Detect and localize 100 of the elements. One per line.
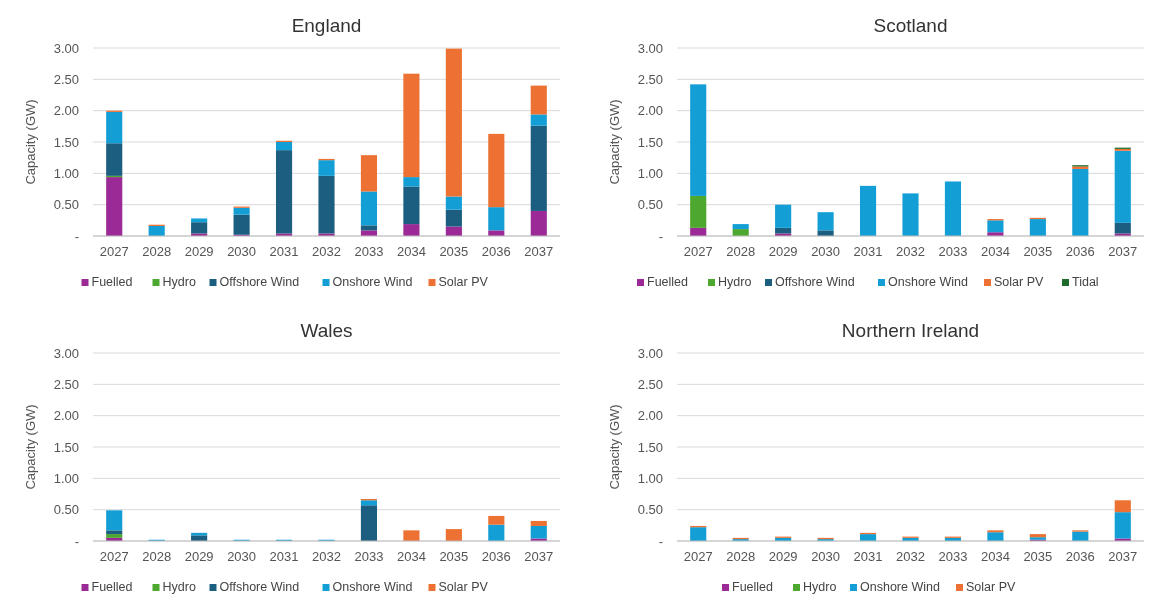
x-tick-label: 2036 (1065, 244, 1095, 259)
y-tick-label: - (658, 533, 663, 549)
chart-title: Scotland (873, 15, 948, 36)
x-tick-label: 2032 (312, 244, 341, 259)
x-tick-label: 2032 (312, 549, 341, 564)
x-tick-label: 2031 (853, 244, 883, 259)
x-tick-label: 2030 (811, 549, 841, 564)
y-tick-label: 2.00 (637, 408, 663, 424)
chart-title: Wales (300, 320, 353, 341)
legend-label: Solar PV (966, 580, 1016, 594)
x-tick-label: 2028 (142, 244, 172, 259)
y-tick-label: 2.00 (53, 103, 79, 119)
chart-title: Northern Ireland (841, 320, 980, 341)
y-tick-label: 2.50 (53, 376, 79, 392)
legend-label: Solar PV (994, 275, 1044, 289)
legend-label: Hydro (803, 580, 837, 594)
y-tick-label: 1.00 (53, 470, 79, 486)
legend-label: Tidal (1072, 275, 1099, 289)
x-tick-label: 2030 (811, 244, 841, 259)
x-tick-label: 2027 (683, 244, 713, 259)
y-tick-label: 0.50 (53, 197, 79, 213)
y-tick-label: 1.50 (637, 439, 663, 455)
y-tick-label: 2.00 (53, 408, 79, 424)
y-axis-title: Capacity (GW) (23, 404, 38, 490)
x-tick-label: 2030 (227, 549, 257, 564)
chart-title: England (291, 15, 362, 36)
x-tick-label: 2035 (1023, 244, 1053, 259)
legend-label: Offshore Wind (219, 580, 300, 594)
y-axis-title: Capacity (GW) (23, 99, 38, 185)
legend-label: Fuelled (732, 580, 774, 594)
legend-label: Onshore Wind (860, 580, 940, 594)
legend-label: Fuelled (647, 275, 689, 289)
x-tick-label: 2035 (1023, 549, 1053, 564)
legend-label: Hydro (718, 275, 752, 289)
y-tick-label: - (74, 533, 79, 549)
legend-label: Solar PV (438, 580, 489, 594)
x-tick-label: 2031 (853, 549, 883, 564)
x-tick-label: 2032 (896, 244, 925, 259)
y-tick-label: 1.50 (53, 439, 79, 455)
legend-label: Onshore Wind (888, 275, 968, 289)
y-tick-label: - (74, 228, 79, 244)
y-tick-label: 2.50 (53, 71, 79, 87)
y-tick-label: 1.00 (53, 165, 79, 181)
y-tick-label: 2.50 (637, 376, 663, 392)
y-axis-title: Capacity (GW) (607, 99, 622, 185)
x-tick-label: 2028 (726, 549, 756, 564)
y-tick-label: 0.50 (637, 502, 663, 518)
x-tick-label: 2028 (142, 549, 172, 564)
x-tick-label: 2037 (1108, 244, 1138, 259)
x-tick-label: 2033 (938, 549, 968, 564)
x-tick-label: 2037 (1108, 549, 1138, 564)
x-tick-label: 2027 (683, 549, 713, 564)
x-tick-label: 2029 (184, 549, 214, 564)
x-tick-label: 2036 (1065, 549, 1095, 564)
y-tick-label: - (658, 228, 663, 244)
x-tick-label: 2035 (439, 244, 469, 259)
y-tick-label: 3.00 (637, 345, 663, 361)
y-tick-label: 2.50 (637, 71, 663, 87)
x-tick-label: 2033 (354, 244, 384, 259)
y-tick-label: 2.00 (637, 103, 663, 119)
legend-label: Fuelled (91, 275, 133, 289)
legend-label: Fuelled (91, 580, 133, 594)
y-tick-label: 3.00 (53, 40, 79, 56)
legend-label: Offshore Wind (775, 275, 855, 289)
y-tick-label: 1.00 (637, 165, 663, 181)
legend-label: Offshore Wind (219, 275, 300, 289)
x-tick-label: 2029 (768, 244, 798, 259)
legend-label: Hydro (162, 275, 196, 289)
y-axis-title: Capacity (GW) (607, 404, 622, 490)
y-tick-label: 1.00 (637, 470, 663, 486)
y-tick-label: 1.50 (637, 134, 663, 150)
x-tick-label: 2031 (269, 549, 299, 564)
x-tick-label: 2033 (354, 549, 384, 564)
x-tick-label: 2029 (184, 244, 214, 259)
y-tick-label: 1.50 (53, 134, 79, 150)
legend-label: Hydro (162, 580, 196, 594)
x-tick-label: 2034 (396, 549, 426, 564)
x-tick-label: 2034 (980, 244, 1010, 259)
x-tick-label: 2035 (439, 549, 469, 564)
x-tick-label: 2027 (99, 244, 129, 259)
x-tick-label: 2036 (481, 549, 511, 564)
legend-label: Onshore Wind (332, 580, 413, 594)
x-tick-label: 2028 (726, 244, 756, 259)
y-tick-label: 3.00 (637, 40, 663, 56)
x-tick-label: 2037 (524, 549, 554, 564)
x-tick-label: 2034 (396, 244, 426, 259)
x-tick-label: 2032 (896, 549, 925, 564)
y-tick-label: 0.50 (53, 502, 79, 518)
x-tick-label: 2033 (938, 244, 968, 259)
x-tick-label: 2036 (481, 244, 511, 259)
x-tick-label: 2029 (768, 549, 798, 564)
x-tick-label: 2027 (99, 549, 129, 564)
x-tick-label: 2030 (227, 244, 257, 259)
legend-label: Solar PV (438, 275, 489, 289)
y-tick-label: 3.00 (53, 345, 79, 361)
y-tick-label: 0.50 (637, 197, 663, 213)
x-tick-label: 2034 (980, 549, 1010, 564)
x-tick-label: 2031 (269, 244, 299, 259)
legend-label: Onshore Wind (332, 275, 413, 289)
x-tick-label: 2037 (524, 244, 554, 259)
